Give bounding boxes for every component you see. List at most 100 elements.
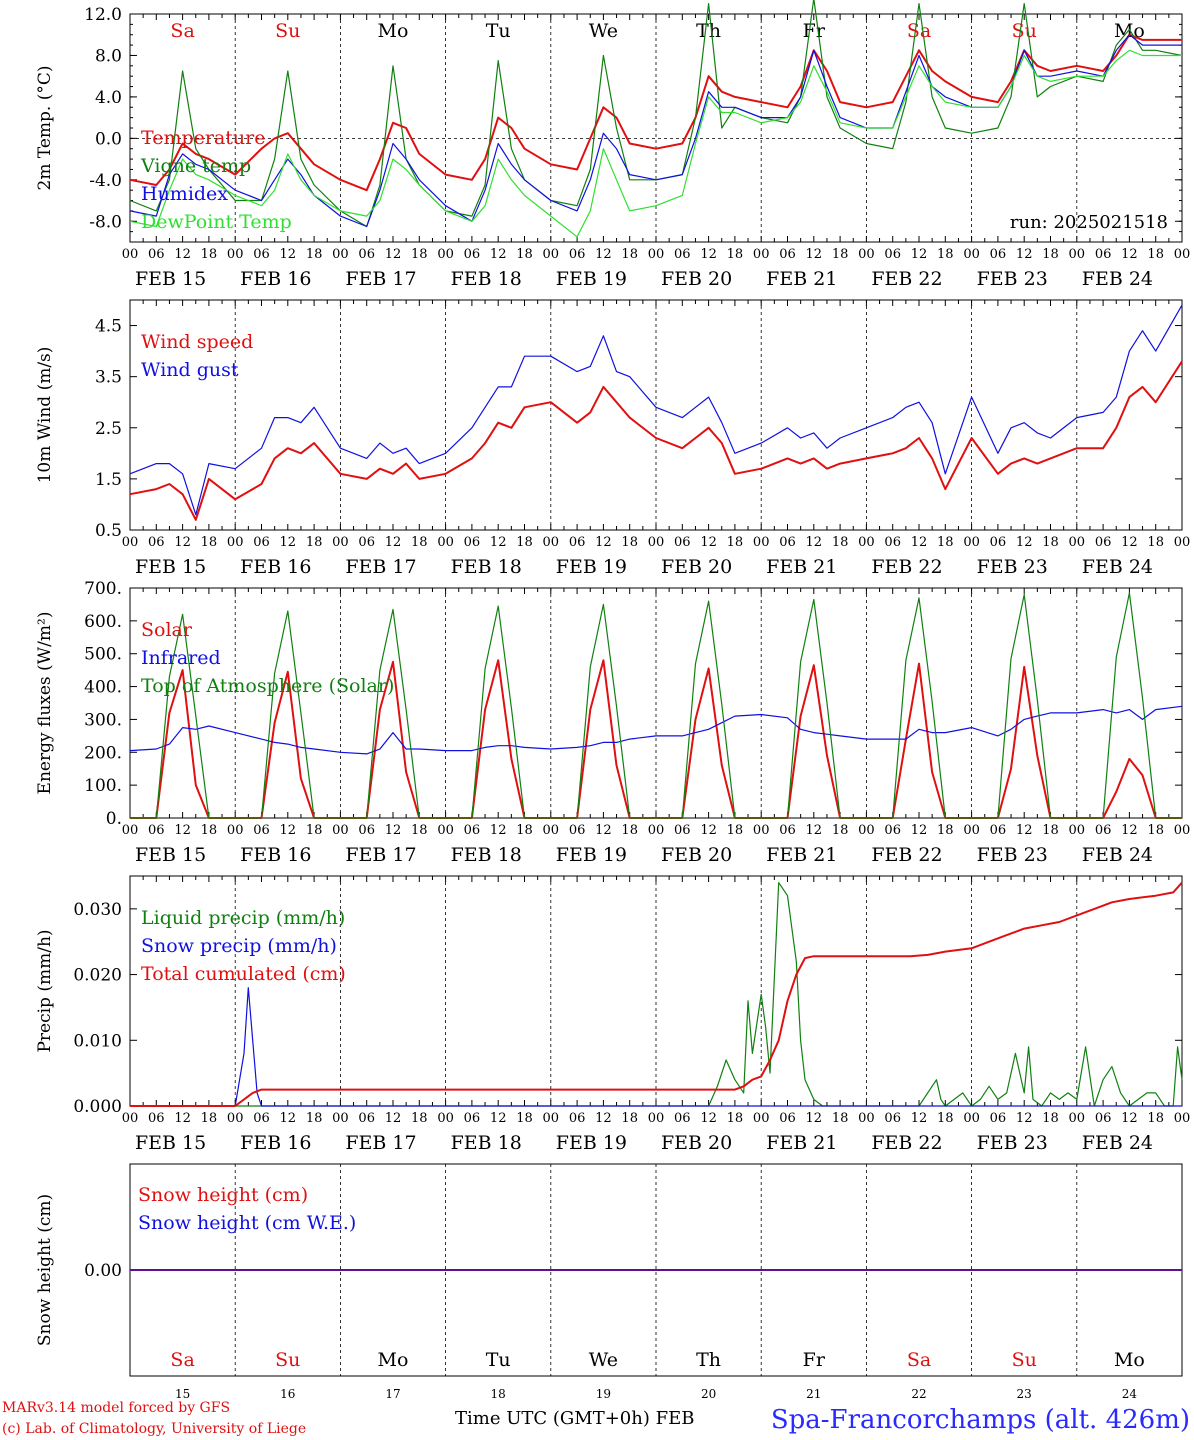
hour-tick-label: 12 bbox=[1016, 535, 1033, 550]
day-abbr-label: Su bbox=[275, 20, 300, 42]
legend-entry: Snow precip (mm/h) bbox=[141, 935, 337, 957]
y-tick-label: 2.5 bbox=[95, 419, 122, 439]
hour-tick-label: 06 bbox=[1095, 535, 1112, 550]
hour-tick-label: 12 bbox=[911, 1111, 928, 1126]
hour-tick-label: 18 bbox=[621, 1111, 638, 1126]
series-line-total-cumulated-cm- bbox=[130, 881, 1183, 1107]
series-line-liquid-precip-mm-h- bbox=[130, 881, 1183, 1107]
y-tick-label: 0.5 bbox=[95, 521, 122, 541]
y-tick-label: 200. bbox=[84, 743, 122, 763]
hour-tick-label: 12 bbox=[700, 247, 717, 262]
series-line-snow-precip-mm-h- bbox=[130, 987, 1182, 1107]
date-label: FEB 22 bbox=[871, 268, 942, 290]
hour-tick-label: 18 bbox=[201, 535, 218, 550]
day-abbr-label: Tu bbox=[486, 1349, 511, 1371]
hour-tick-label: 18 bbox=[201, 823, 218, 838]
hour-tick-label: 06 bbox=[464, 247, 481, 262]
hour-tick-label: 18 bbox=[306, 535, 323, 550]
legend-entry: Infrared bbox=[141, 647, 221, 669]
date-label: FEB 17 bbox=[345, 556, 416, 578]
hour-tick-label: 12 bbox=[385, 823, 402, 838]
legend-entry: Snow height (cm W.E.) bbox=[138, 1212, 356, 1234]
date-label: FEB 18 bbox=[451, 556, 522, 578]
hour-tick-label: 12 bbox=[1121, 535, 1138, 550]
legend-entry: Top of Atmosphere (Solar) bbox=[141, 675, 394, 697]
hour-tick-label: 06 bbox=[569, 1111, 586, 1126]
date-label: FEB 20 bbox=[661, 268, 732, 290]
hour-tick-label: 18 bbox=[1147, 535, 1164, 550]
date-label: FEB 17 bbox=[345, 844, 416, 866]
hour-tick-label: 12 bbox=[806, 823, 823, 838]
date-label: FEB 23 bbox=[977, 268, 1048, 290]
date-label: FEB 18 bbox=[451, 844, 522, 866]
hour-tick-label: 00 bbox=[963, 1111, 980, 1126]
legend-entry: Temperature bbox=[141, 127, 265, 149]
hour-tick-label: 12 bbox=[280, 1111, 297, 1126]
day-number-label: 21 bbox=[806, 1387, 821, 1401]
y-tick-label: 1.5 bbox=[95, 470, 122, 490]
day-abbr-label: Sa bbox=[907, 20, 931, 42]
day-abbr-label: Sa bbox=[170, 1349, 194, 1371]
hour-tick-label: 06 bbox=[779, 1111, 796, 1126]
hour-tick-label: 00 bbox=[1174, 1111, 1191, 1126]
footer: MARv3.14 model forced by GFS (c) Lab. of… bbox=[2, 1400, 1190, 1437]
y-tick-label: 600. bbox=[84, 612, 122, 632]
chart-panel-4: 0.030 0.020 0.010 0.000 Precip (mm/h) 00 06 12 1… bbox=[35, 875, 1191, 1154]
hour-tick-label: 18 bbox=[832, 823, 849, 838]
hour-tick-label: 18 bbox=[727, 1111, 744, 1126]
date-label: FEB 16 bbox=[240, 268, 311, 290]
hour-tick-label: 00 bbox=[122, 823, 139, 838]
day-abbr-label: Su bbox=[1012, 1349, 1037, 1371]
date-label: FEB 22 bbox=[871, 1132, 942, 1154]
hour-tick-label: 00 bbox=[122, 247, 139, 262]
hour-tick-label: 06 bbox=[884, 535, 901, 550]
day-abbr-label: Sa bbox=[170, 20, 194, 42]
hour-tick-label: 12 bbox=[385, 1111, 402, 1126]
legend-entry: Total cumulated (cm) bbox=[141, 963, 346, 985]
hour-tick-label: 18 bbox=[937, 823, 954, 838]
y-tick-label: 0.0 bbox=[95, 129, 122, 149]
day-number-label: 24 bbox=[1122, 1387, 1138, 1401]
y-tick-label: 12.0 bbox=[84, 5, 122, 25]
legend-entry: DewPoint Temp bbox=[141, 211, 292, 233]
hour-tick-label: 12 bbox=[280, 823, 297, 838]
date-label: FEB 21 bbox=[766, 556, 837, 578]
series-line-wind-speed bbox=[129, 360, 1183, 521]
y-axis-label: 2m Temp. (°C) bbox=[35, 65, 55, 190]
hour-tick-label: 12 bbox=[280, 535, 297, 550]
hour-tick-label: 00 bbox=[543, 1111, 560, 1126]
date-label: FEB 19 bbox=[556, 844, 627, 866]
hour-tick-label: 00 bbox=[1174, 823, 1191, 838]
hour-tick-label: 12 bbox=[174, 1111, 191, 1126]
date-label: FEB 16 bbox=[240, 844, 311, 866]
hour-tick-label: 12 bbox=[1016, 823, 1033, 838]
footer-credit: (c) Lab. of Climatology, University of L… bbox=[2, 1421, 306, 1437]
date-label: FEB 16 bbox=[240, 556, 311, 578]
day-abbr-label: Fr bbox=[803, 20, 826, 42]
hour-tick-label: 18 bbox=[832, 535, 849, 550]
hour-tick-label: 18 bbox=[1042, 823, 1059, 838]
legend-entry: Wind speed bbox=[141, 331, 253, 353]
day-abbr-label: We bbox=[589, 20, 618, 42]
hour-tick-label: 18 bbox=[727, 823, 744, 838]
hour-tick-label: 12 bbox=[700, 535, 717, 550]
hour-tick-label: 00 bbox=[858, 535, 875, 550]
hour-tick-label: 00 bbox=[437, 1111, 454, 1126]
y-tick-label: 700. bbox=[84, 579, 122, 599]
hour-tick-label: 00 bbox=[1069, 1111, 1086, 1126]
series-line-top-of-atmosphere-solar- bbox=[130, 592, 1182, 819]
hour-tick-label: 00 bbox=[648, 823, 665, 838]
date-label: FEB 20 bbox=[661, 1132, 732, 1154]
y-tick-label: 100. bbox=[84, 776, 122, 796]
date-label: FEB 23 bbox=[977, 556, 1048, 578]
hour-tick-label: 18 bbox=[306, 823, 323, 838]
hour-tick-label: 18 bbox=[937, 1111, 954, 1126]
x-axis-label: Time UTC (GMT+0h) FEB bbox=[455, 1408, 694, 1429]
date-label: FEB 21 bbox=[766, 268, 837, 290]
hour-tick-label: 12 bbox=[911, 535, 928, 550]
day-abbr-label: Mo bbox=[1114, 20, 1145, 42]
y-tick-label: 0.000 bbox=[73, 1097, 122, 1117]
hour-tick-label: 12 bbox=[595, 1111, 612, 1126]
hour-tick-label: 12 bbox=[700, 1111, 717, 1126]
